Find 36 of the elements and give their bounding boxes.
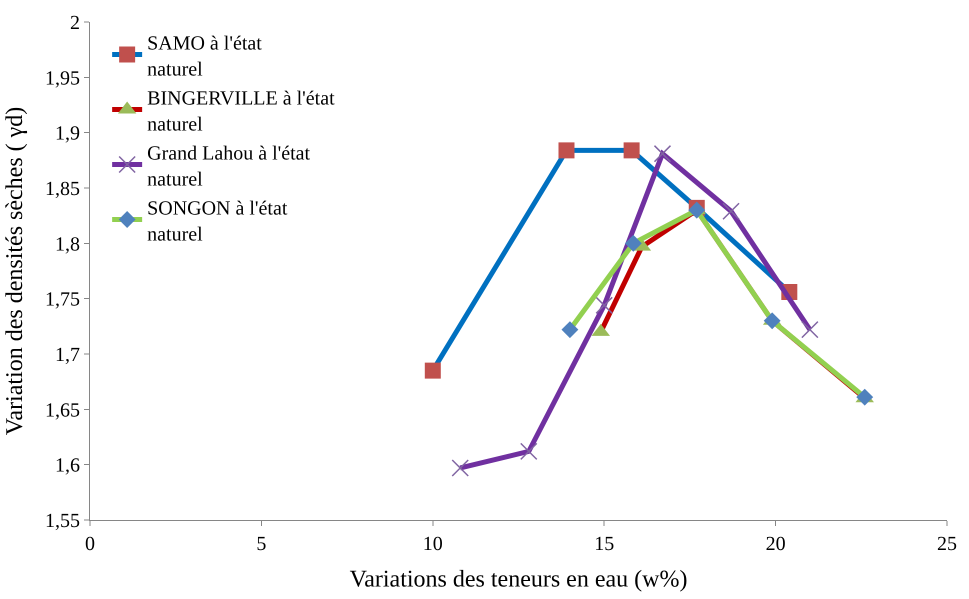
point — [595, 296, 613, 314]
y-tick-label: 2 — [70, 12, 80, 34]
y-tick-label: 1,6 — [55, 454, 80, 477]
legend-label: SAMO à l'état naturel — [147, 32, 262, 80]
point — [688, 202, 706, 219]
x-tick-label: 10 — [422, 533, 443, 555]
point — [856, 388, 874, 406]
point — [764, 312, 781, 330]
point — [558, 142, 574, 158]
point — [451, 459, 469, 477]
point — [520, 442, 538, 460]
x-tick-label: 20 — [766, 533, 786, 555]
point — [801, 320, 819, 338]
legend-label: BINGERVILLE à l'état naturel — [147, 87, 336, 136]
x-tick-label: 25 — [937, 533, 957, 555]
point — [624, 234, 642, 252]
y-tick-label: 1,9 — [55, 122, 80, 145]
y-axis-title: Variation des densités sèches ( γd) — [2, 106, 28, 436]
y-tick-label: 1,85 — [45, 178, 80, 200]
point — [722, 202, 740, 220]
x-axis-title: Variations des teneurs en eau (w%) — [350, 566, 688, 592]
point — [624, 142, 640, 158]
legend-label: Grand Lahou à l'état naturel — [147, 142, 311, 190]
x-tick-label: 0 — [85, 533, 95, 555]
y-tick-label: 1,8 — [55, 233, 80, 256]
y-tick-label: 1,55 — [45, 510, 80, 532]
y-tick-label: 1,95 — [45, 67, 80, 90]
y-tick-label: 1,65 — [45, 399, 80, 422]
y-tick-label: 1,7 — [55, 344, 80, 366]
point — [561, 321, 578, 338]
x-tick-label: 5 — [256, 533, 266, 555]
y-tick-label: 1,75 — [45, 288, 80, 311]
x-tick-label: 15 — [594, 533, 614, 555]
point — [424, 362, 441, 379]
legend-label: SONGON à l'état naturel — [147, 197, 288, 246]
point — [654, 144, 672, 162]
